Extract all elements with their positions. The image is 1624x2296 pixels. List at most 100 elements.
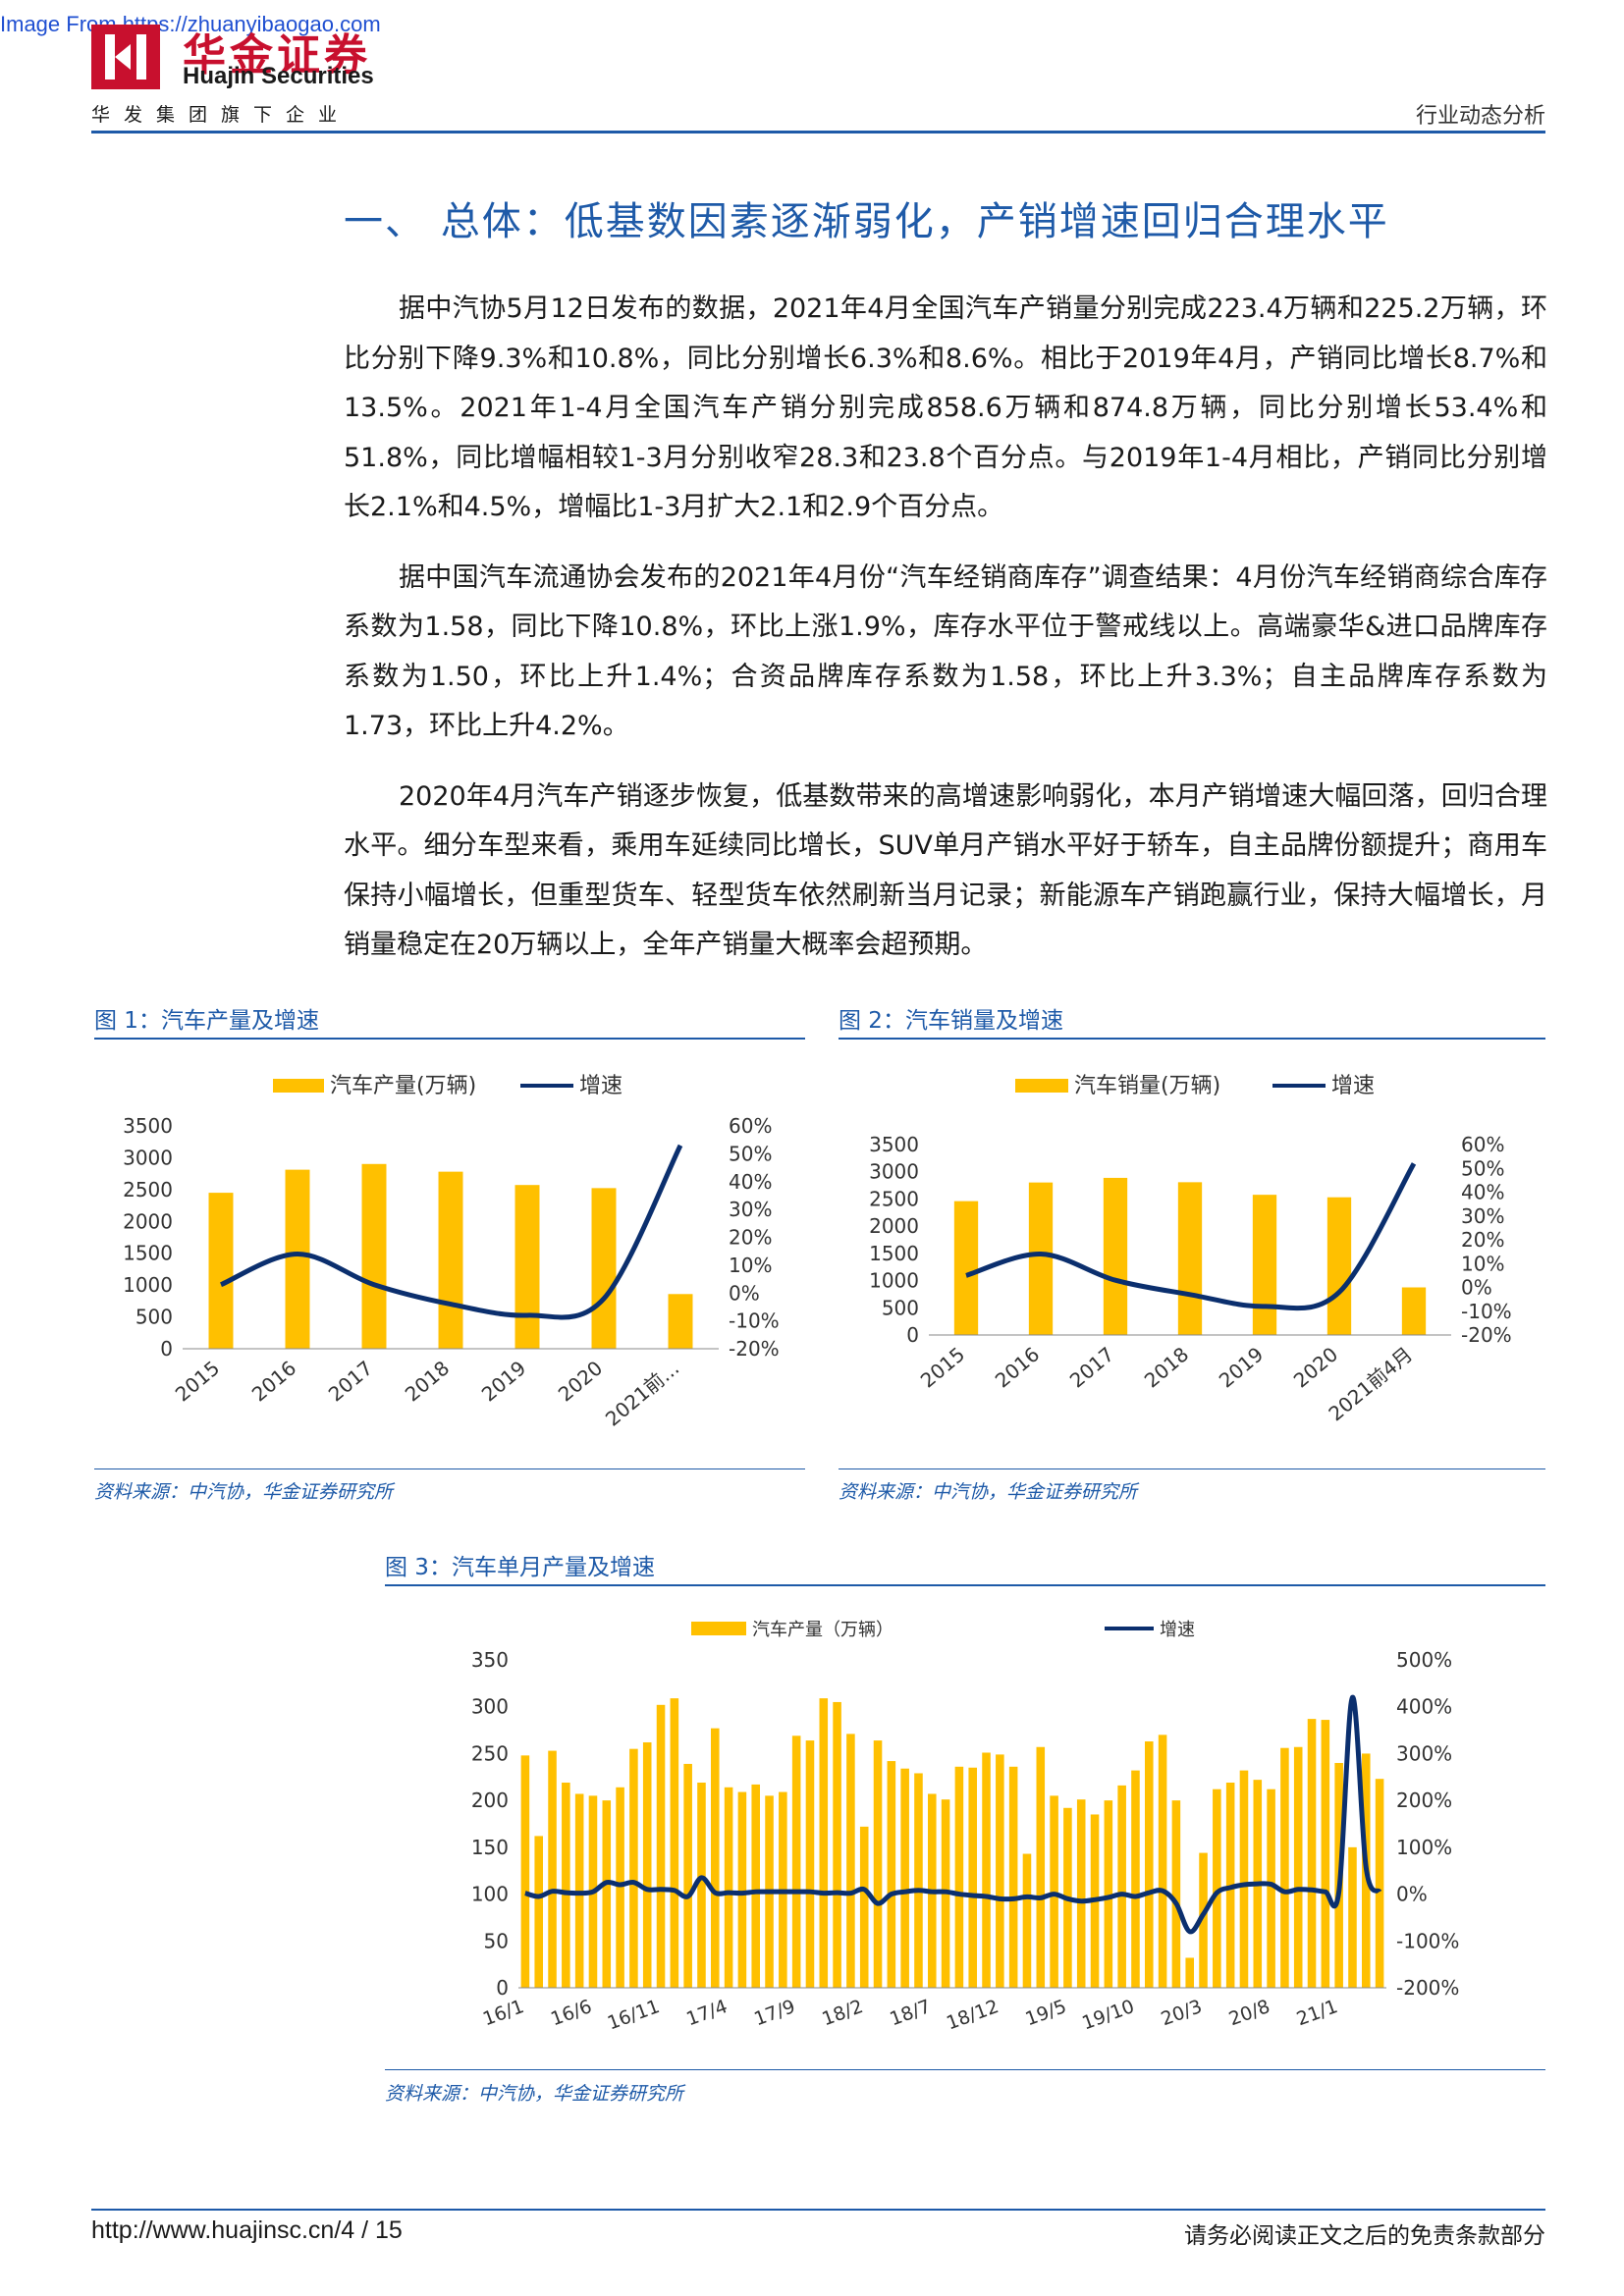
y2-tick-label: 50% [1461, 1156, 1504, 1180]
bar [1076, 1799, 1086, 1988]
bar [887, 1761, 896, 1988]
figure-1-source: 资料来源：中汽协，华金证券研究所 [94, 1481, 394, 1503]
bar [1321, 1720, 1330, 1988]
y2-tick-label: 20% [729, 1226, 772, 1250]
y-tick-label: 100 [471, 1883, 509, 1906]
x-tick-label: 2015 [916, 1342, 969, 1392]
bar [724, 1787, 733, 1988]
legend-line-label: 增速 [1331, 1074, 1375, 1098]
figure-2-bottom-rule [839, 1468, 1545, 1469]
bar [954, 1766, 964, 1988]
y2-tick-label: 100% [1396, 1836, 1452, 1859]
bar [846, 1734, 855, 1988]
legend-bar-swatch [273, 1079, 324, 1093]
y2-tick-label: 300% [1396, 1741, 1452, 1765]
x-tick-label: 20/8 [1226, 1996, 1273, 2030]
bar [819, 1698, 829, 1988]
figure-2-chart: 汽车销量(万辆) 增速 0 500 1000 1500 2000 2500 3000 3500 -2… [869, 1074, 1512, 1425]
bar [562, 1783, 570, 1988]
y2-tick-label: 30% [1461, 1204, 1504, 1228]
legend-bar-label: 汽车产量(万辆) [330, 1074, 476, 1098]
bar [900, 1768, 909, 1988]
y2-tick-label: 20% [1461, 1228, 1504, 1252]
x-tick-label: 21/1 [1294, 1996, 1341, 2030]
bar [208, 1193, 234, 1349]
y2-tick-label: 400% [1396, 1695, 1452, 1719]
figure-3-chart: 汽车产量（万辆） 增速 0 50 100 150 200 250 300 350 -200% -100… [471, 1620, 1460, 2034]
legend-line-label: 增速 [579, 1074, 623, 1098]
paragraph-3: 2020年4月汽车产销逐步恢复，低基数带来的高增速影响弱化，本月产销增速大幅回落… [344, 780, 1547, 961]
bar [1028, 1182, 1054, 1335]
bar [616, 1787, 624, 1988]
x-tick-label: 2016 [247, 1356, 300, 1406]
y-tick-label: 0 [160, 1337, 173, 1361]
x-tick-label: 2016 [991, 1342, 1044, 1392]
x-tick-label: 2020 [1289, 1342, 1342, 1392]
figure-1-bottom-rule [94, 1468, 805, 1469]
bar [591, 1188, 617, 1349]
bar [1177, 1182, 1203, 1335]
bar [1117, 1785, 1126, 1988]
y-tick-label: 2000 [123, 1209, 173, 1233]
bar [285, 1169, 310, 1349]
bar [629, 1748, 638, 1988]
y2-tick-label: 0% [1461, 1276, 1492, 1300]
bar [683, 1763, 692, 1988]
bar [438, 1171, 463, 1349]
x-tick-label: 2018 [1140, 1342, 1193, 1392]
y2-tick-label: 40% [1461, 1181, 1504, 1204]
bar [1144, 1741, 1154, 1988]
bar [520, 1755, 530, 1988]
bar [668, 1294, 693, 1349]
y-tick-label: 1500 [123, 1242, 173, 1265]
y-tick-label: 3000 [869, 1160, 919, 1184]
bar [710, 1728, 720, 1988]
footer-url: http://www.huajinsc.cn/4 / 15 [91, 2216, 403, 2244]
watermark-text: Image From https://zhuanyibaogao.com [0, 12, 381, 36]
legend-bar-swatch [691, 1622, 746, 1635]
bar [914, 1773, 923, 1988]
figure-2-source: 资料来源：中汽协，华金证券研究所 [839, 1481, 1138, 1503]
y-tick-label: 0 [496, 1976, 509, 2000]
bar [1036, 1746, 1046, 1988]
bar [982, 1752, 991, 1988]
bar [1158, 1735, 1167, 1988]
bar [361, 1163, 387, 1349]
logo-chinese-name: 华金证券 [183, 30, 371, 80]
bar [1213, 1789, 1221, 1988]
x-tick-label: 2015 [171, 1356, 224, 1406]
figure-3-bottom-rule [385, 2069, 1545, 2070]
x-tick-label: 18/7 [887, 1996, 934, 2030]
bar [514, 1185, 540, 1349]
y2-tick-label: 0% [729, 1281, 760, 1305]
y-tick-label: 150 [471, 1836, 509, 1859]
x-tick-label: 2018 [401, 1356, 454, 1406]
x-tick-label: 2020 [554, 1356, 607, 1406]
footer-disclaimer: 请务必阅读正文之后的免责条款部分 [1184, 2223, 1545, 2249]
figure-2-top-rule [839, 1038, 1545, 1040]
bar [953, 1201, 979, 1335]
y2-tick-label: 0% [1396, 1883, 1428, 1906]
section-title: 一、 总体：低基数因素逐渐弱化，产销增速回归合理水平 [344, 199, 1389, 244]
figure-3-top-rule [385, 1584, 1545, 1586]
bar [642, 1741, 652, 1988]
legend-bar-label: 汽车销量(万辆) [1074, 1074, 1220, 1098]
x-tick-label: 2019 [477, 1356, 530, 1406]
y-tick-label: 300 [471, 1695, 509, 1719]
bar [791, 1735, 801, 1988]
y2-tick-label: 30% [729, 1198, 772, 1221]
report-category: 行业动态分析 [1415, 104, 1545, 129]
x-tick-label: 17/9 [751, 1996, 798, 2030]
y2-tick-label: -20% [1461, 1323, 1512, 1347]
bar [548, 1750, 557, 1988]
bar [1171, 1800, 1181, 1988]
figure-3-title: 图 3：汽车单月产量及增速 [385, 1555, 655, 1580]
bar [1239, 1770, 1249, 1988]
bar [1008, 1766, 1018, 1988]
x-tick-label: 16/1 [480, 1996, 527, 2030]
bar [737, 1791, 747, 1988]
x-tick-label: 20/3 [1159, 1996, 1206, 2030]
bar [1199, 1852, 1208, 1988]
bar [1280, 1747, 1289, 1988]
y-tick-label: 200 [471, 1789, 509, 1812]
